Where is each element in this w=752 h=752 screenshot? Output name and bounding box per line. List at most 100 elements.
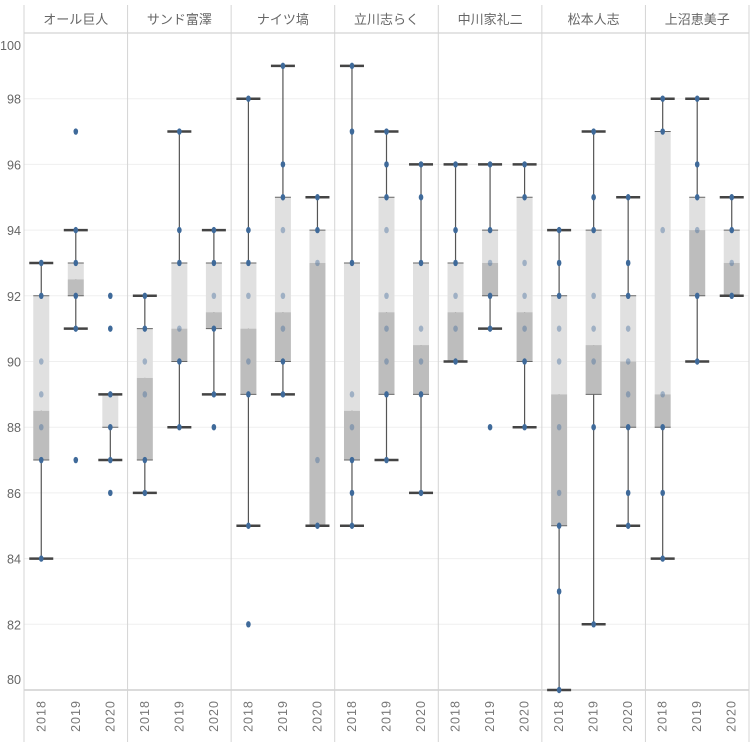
box-upper — [67, 262, 84, 280]
box-upper — [585, 230, 602, 346]
x-tick-label: 2020 — [621, 700, 635, 732]
box-lower — [67, 279, 84, 296]
data-point — [453, 325, 458, 332]
data-point — [142, 456, 148, 464]
data-point — [418, 489, 424, 497]
data-point — [280, 62, 286, 70]
data-point — [349, 259, 355, 267]
data-point — [108, 424, 113, 431]
data-point — [177, 325, 182, 332]
data-point — [418, 194, 424, 201]
data-point — [591, 226, 596, 234]
data-point — [177, 226, 182, 234]
data-point — [246, 621, 251, 628]
box-upper — [378, 197, 395, 313]
data-point — [591, 194, 596, 201]
box-2020: 2020 — [616, 194, 641, 732]
data-point — [384, 128, 389, 135]
data-point — [418, 358, 424, 365]
data-point — [556, 292, 562, 299]
panel-header: 松本人志 — [568, 12, 620, 27]
y-tick-label: 94 — [7, 223, 21, 238]
data-point — [108, 325, 113, 332]
box-lower — [136, 377, 153, 461]
x-tick-label: 2020 — [518, 700, 532, 732]
y-tick-label: 96 — [7, 157, 21, 172]
data-point — [280, 358, 286, 365]
box-2018: 2018 — [547, 226, 572, 732]
data-point — [384, 292, 389, 299]
data-point — [522, 292, 527, 299]
box-2019: 2019 — [685, 95, 710, 732]
data-point — [591, 292, 596, 299]
data-point — [522, 325, 527, 332]
data-point — [556, 489, 562, 497]
box-2020: 2020 — [719, 194, 744, 732]
data-point — [246, 95, 251, 102]
data-point — [522, 161, 527, 168]
x-tick-label: 2019 — [276, 700, 290, 732]
data-point — [694, 226, 700, 234]
data-point — [315, 259, 320, 267]
data-point — [487, 161, 493, 168]
data-point — [142, 292, 148, 299]
data-point — [38, 259, 44, 267]
data-point — [73, 456, 79, 464]
box-lower — [654, 394, 671, 428]
data-point — [38, 292, 44, 299]
data-point — [38, 456, 44, 464]
box-2019: 2019 — [270, 62, 295, 732]
data-point — [349, 424, 355, 431]
box-upper — [343, 262, 360, 411]
box-lower — [551, 394, 568, 526]
box-2019: 2019 — [167, 128, 192, 732]
data-point — [556, 259, 562, 267]
data-point — [487, 226, 493, 234]
data-point — [177, 424, 182, 431]
data-point — [108, 456, 113, 464]
data-point — [38, 391, 44, 398]
x-tick-label: 2020 — [207, 700, 221, 732]
data-point — [246, 259, 251, 267]
data-point — [211, 292, 217, 299]
data-point — [729, 226, 735, 234]
box-upper — [516, 197, 533, 313]
data-point — [625, 325, 631, 332]
data-point — [522, 358, 527, 365]
y-tick-label: 86 — [7, 486, 21, 501]
data-point — [315, 456, 320, 464]
y-tick-label: 82 — [7, 617, 21, 632]
data-point — [487, 424, 493, 431]
box-2019: 2019 — [374, 128, 399, 732]
data-point — [453, 259, 458, 267]
data-point — [591, 128, 596, 135]
data-point — [522, 194, 527, 201]
data-point — [660, 391, 665, 398]
data-point — [694, 292, 700, 299]
data-point — [694, 161, 700, 168]
box-upper — [551, 295, 568, 395]
data-point — [625, 489, 631, 497]
box-upper — [723, 230, 740, 263]
box-lower — [620, 361, 637, 428]
data-point — [280, 226, 286, 234]
box-2020: 2020 — [512, 161, 537, 732]
data-point — [211, 325, 217, 332]
data-point — [73, 128, 79, 135]
box-lower — [689, 230, 706, 296]
data-point — [625, 424, 631, 431]
box-lower — [171, 328, 188, 362]
data-point — [73, 226, 79, 234]
data-point — [108, 292, 113, 299]
box-upper — [33, 295, 50, 411]
box-upper — [309, 230, 326, 263]
data-point — [142, 358, 148, 365]
x-tick-label: 2018 — [552, 700, 566, 732]
data-point — [246, 358, 251, 365]
data-point — [453, 161, 458, 168]
data-point — [556, 325, 562, 332]
x-tick-label: 2019 — [483, 700, 497, 732]
box-2018: 2018 — [443, 161, 468, 732]
box-lower — [723, 262, 740, 296]
